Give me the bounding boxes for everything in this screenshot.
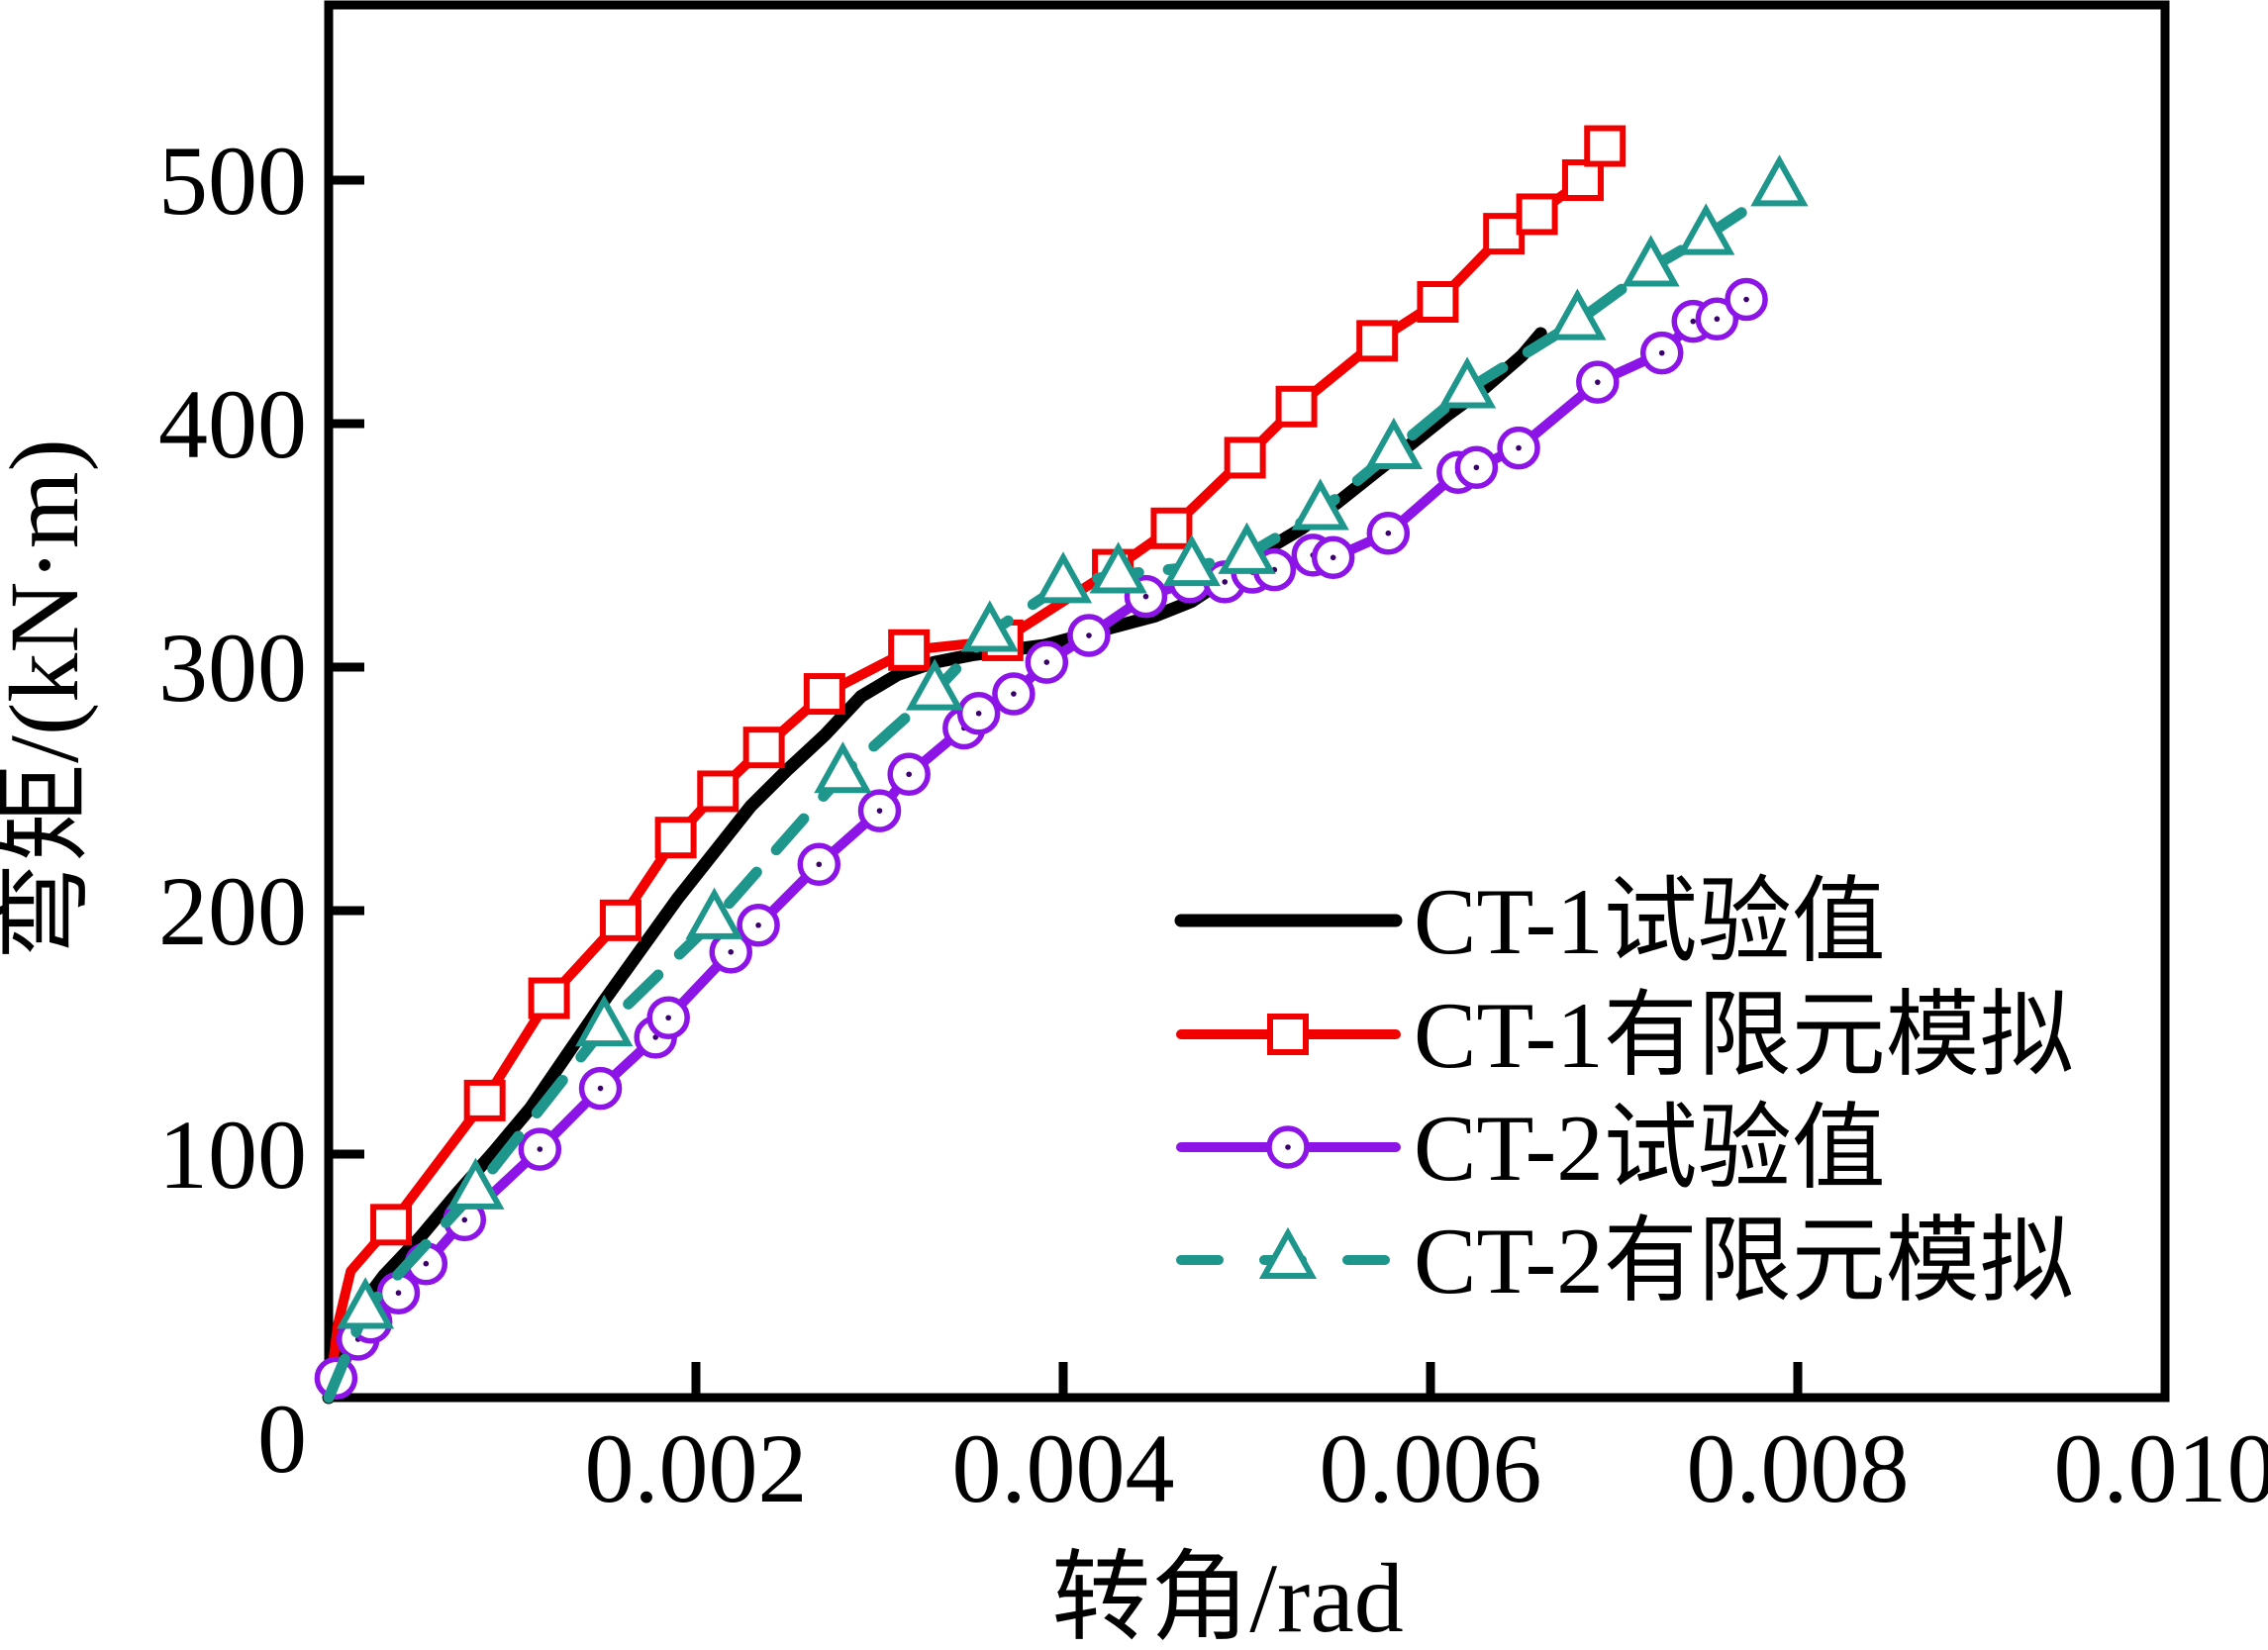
legend-item: CT-2试验值 bbox=[1176, 1096, 1886, 1201]
circle-marker-dot bbox=[395, 1290, 402, 1297]
circle-marker-dot bbox=[1658, 349, 1665, 356]
square-marker bbox=[528, 977, 570, 1019]
legend-label: CT-1有限元模拟 bbox=[1414, 983, 2074, 1088]
circle-marker-dot bbox=[1142, 593, 1149, 600]
circle-marker-dot bbox=[1595, 379, 1601, 385]
circle-marker-dot bbox=[423, 1260, 430, 1267]
square-marker bbox=[1516, 193, 1558, 236]
x-tick-label: 0.008 bbox=[1687, 1413, 1910, 1523]
y-axis-title: 弯矩/(kN·m) bbox=[0, 438, 99, 961]
circle-marker-dot bbox=[1385, 530, 1392, 536]
legend-item: CT-1有限元模拟 bbox=[1176, 983, 2074, 1088]
legend-item: CT-1试验值 bbox=[1174, 869, 1886, 974]
triangle-marker bbox=[685, 887, 743, 939]
circle-marker-dot bbox=[816, 861, 823, 868]
triangle-marker bbox=[1089, 541, 1147, 594]
circle-marker-dot bbox=[1473, 464, 1480, 471]
triangle-marker bbox=[336, 1277, 395, 1329]
circle-marker-dot bbox=[906, 771, 912, 778]
triangle-marker bbox=[906, 658, 964, 711]
series-triangle bbox=[323, 154, 1809, 1404]
y-tick-label: 400 bbox=[158, 369, 307, 479]
circle-marker-dot bbox=[665, 1015, 671, 1021]
circle-marker-dot bbox=[597, 1085, 604, 1092]
legend-label: CT-2试验值 bbox=[1414, 1096, 1886, 1201]
circle-marker-dot bbox=[1330, 554, 1336, 561]
circle-marker-dot bbox=[1285, 1144, 1291, 1150]
x-tick-label: 0.006 bbox=[1320, 1413, 1542, 1523]
square-marker bbox=[888, 629, 931, 671]
triangle-marker bbox=[1364, 417, 1424, 470]
triangle-marker bbox=[1034, 551, 1093, 604]
circle-marker-dot bbox=[1516, 444, 1522, 451]
circle-marker-dot bbox=[1743, 296, 1749, 303]
legend-label: CT-2有限元模拟 bbox=[1414, 1209, 2074, 1313]
square-marker bbox=[742, 727, 785, 769]
square-marker bbox=[1356, 320, 1399, 362]
circle-marker-dot bbox=[461, 1216, 468, 1223]
triangle-marker bbox=[1548, 288, 1607, 340]
square-marker bbox=[1224, 437, 1266, 479]
circle-marker-dot bbox=[537, 1146, 543, 1152]
circle-marker-dot bbox=[1086, 632, 1092, 638]
circle-marker-dot bbox=[876, 808, 883, 814]
legend-label: CT-1试验值 bbox=[1414, 869, 1886, 974]
square-marker bbox=[1417, 281, 1459, 323]
triangle-marker bbox=[1218, 522, 1276, 574]
triangle-marker bbox=[1622, 235, 1680, 287]
series-square bbox=[324, 125, 1627, 1403]
square-marker bbox=[1150, 507, 1193, 549]
triangle-marker bbox=[1677, 203, 1735, 255]
circle-marker-dot bbox=[1011, 691, 1017, 697]
square-marker bbox=[1275, 385, 1318, 428]
y-tick-label: 100 bbox=[158, 1100, 307, 1210]
triangle-marker bbox=[1750, 154, 1809, 207]
axis-tick-labels: 0.002 0.004 0.006 0.008 0.010 100 200 300 400 500 bbox=[158, 126, 2268, 1523]
square-marker bbox=[370, 1204, 413, 1246]
series-none bbox=[322, 327, 1547, 1405]
square-marker bbox=[803, 673, 845, 716]
triangle-marker bbox=[446, 1157, 505, 1210]
x-tick-label: 0.010 bbox=[2054, 1413, 2268, 1523]
square-marker bbox=[463, 1079, 506, 1121]
square-marker bbox=[697, 770, 740, 813]
origin-tick-label: 0 bbox=[257, 1384, 307, 1494]
triangle-marker bbox=[960, 600, 1019, 652]
circle-marker-dot bbox=[1043, 659, 1050, 665]
data-series bbox=[314, 125, 1809, 1405]
circle-marker-dot bbox=[1690, 318, 1697, 325]
y-tick-label: 200 bbox=[158, 856, 307, 966]
triangle-marker bbox=[814, 741, 872, 794]
series-line bbox=[322, 327, 1547, 1405]
circle-marker-dot bbox=[728, 949, 735, 955]
triangle-marker bbox=[1291, 478, 1349, 531]
square-marker bbox=[1584, 125, 1627, 167]
triangle-marker bbox=[1258, 1226, 1318, 1279]
circle-marker-dot bbox=[1222, 579, 1229, 585]
plot-frame bbox=[324, 0, 2170, 1403]
axis-ticks bbox=[329, 175, 2170, 1398]
x-tick-label: 0.004 bbox=[952, 1413, 1175, 1523]
circle-marker-dot bbox=[1714, 316, 1721, 323]
y-tick-label: 500 bbox=[158, 126, 307, 236]
triangle-marker bbox=[1437, 356, 1497, 409]
y-tick-label: 300 bbox=[158, 613, 307, 723]
triangle-marker bbox=[575, 994, 634, 1047]
x-tick-label: 0.002 bbox=[585, 1413, 808, 1523]
legend-item: CT-2有限元模拟 bbox=[1176, 1209, 2074, 1313]
circle-marker-dot bbox=[755, 922, 761, 928]
triangle-marker bbox=[1162, 534, 1221, 587]
square-marker bbox=[1267, 1014, 1309, 1055]
circle-marker-dot bbox=[975, 710, 982, 717]
square-marker bbox=[599, 899, 641, 941]
square-marker bbox=[1561, 159, 1604, 201]
x-axis-title: 转角/rad bbox=[1051, 1543, 1403, 1650]
square-marker bbox=[654, 817, 697, 859]
